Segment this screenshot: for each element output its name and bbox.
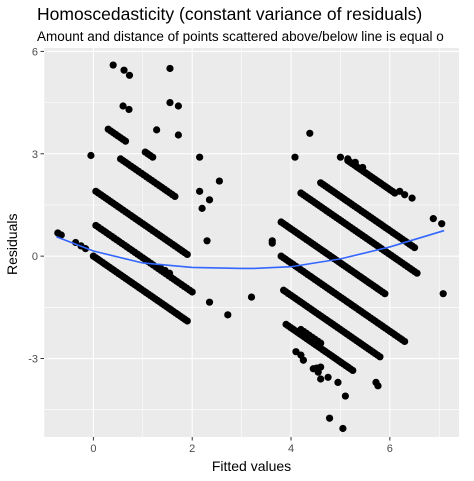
smooth-trend-line: [56, 229, 445, 270]
data-point: [410, 244, 419, 252]
plot-panel: [44, 48, 459, 437]
data-point: [351, 158, 359, 166]
data-point: [317, 375, 325, 383]
data-point: [165, 269, 174, 277]
data-point: [349, 366, 357, 375]
data-point: [121, 137, 130, 145]
data-point: [87, 151, 95, 160]
data-point: [57, 231, 65, 239]
data-point: [413, 269, 421, 277]
data-point: [341, 392, 349, 400]
data-point: [196, 187, 204, 195]
data-point: [401, 191, 409, 199]
data-point: [198, 204, 206, 212]
data-point: [125, 105, 133, 114]
data-point: [196, 153, 204, 161]
y-tick-label: 6: [32, 46, 38, 58]
data-point: [203, 237, 211, 245]
y-tick-label: 3: [32, 149, 38, 161]
data-point: [306, 129, 314, 137]
data-point: [324, 373, 332, 381]
data-point: [339, 424, 347, 433]
data-point: [183, 250, 191, 259]
data-point: [317, 363, 325, 371]
data-point: [205, 196, 214, 204]
data-point: [325, 414, 334, 422]
data-point: [381, 290, 389, 298]
data-point: [374, 382, 382, 390]
data-points: [54, 61, 447, 433]
y-tick-label: -3: [28, 354, 38, 366]
data-point: [174, 102, 182, 110]
data-point: [153, 126, 161, 134]
data-point: [166, 99, 174, 107]
data-point: [336, 153, 345, 161]
data-point: [439, 290, 447, 298]
data-point: [125, 71, 134, 79]
data-point: [408, 194, 416, 202]
data-point: [401, 337, 409, 346]
x-tick-label: 2: [189, 443, 195, 455]
data-point: [376, 353, 384, 361]
data-point: [359, 163, 367, 172]
x-axis-label: Fitted values: [211, 458, 292, 474]
data-point: [166, 64, 174, 73]
y-tick-label: 0: [32, 251, 38, 263]
axis-ticks: 0 2 4 6 -3 0 3 6: [28, 46, 393, 455]
data-point: [224, 311, 232, 319]
data-point: [183, 317, 191, 325]
y-axis-label: Residuals: [4, 213, 20, 275]
data-point: [247, 293, 256, 301]
data-point: [215, 177, 223, 185]
data-point: [344, 155, 352, 163]
x-tick-label: 0: [90, 443, 96, 455]
data-point: [174, 131, 182, 139]
data-point: [205, 298, 214, 306]
data-point: [119, 102, 127, 110]
data-point: [188, 288, 196, 296]
data-point: [120, 66, 128, 74]
data-point: [334, 378, 342, 386]
x-tick-label: 4: [288, 443, 294, 455]
data-point: [149, 153, 157, 161]
data-point: [268, 239, 276, 247]
data-point: [299, 356, 307, 364]
data-point: [171, 192, 179, 201]
data-point: [429, 215, 437, 223]
chart-title: Homoscedasticity (constant variance of r…: [37, 4, 423, 24]
data-point: [109, 61, 117, 69]
data-point: [317, 339, 325, 347]
data-point: [438, 220, 446, 228]
x-tick-label: 6: [387, 443, 393, 455]
chart-subtitle: Amount and distance of points scattered …: [37, 29, 444, 44]
data-point: [291, 153, 299, 161]
